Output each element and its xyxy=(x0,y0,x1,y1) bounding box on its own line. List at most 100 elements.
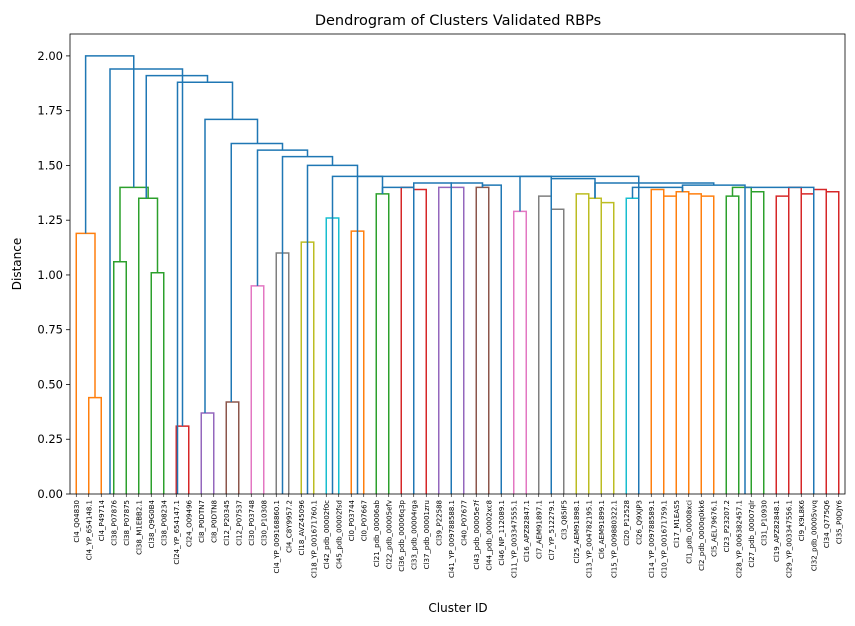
x-tick-label: Cl38_P07875 xyxy=(123,500,131,546)
x-tick-label: Cl27_pdb_00007qlr xyxy=(748,500,756,568)
dendrogram-link xyxy=(625,197,640,494)
x-tick-label: Cl21_pdb_00006ab xyxy=(373,499,381,567)
dendrogram-link xyxy=(775,195,790,494)
x-tick-label: Cl18_YP_001671760.1 xyxy=(310,500,318,578)
dendrogram-link xyxy=(200,412,215,494)
x-tick-label: Cl14_YP_009788589.1 xyxy=(648,500,656,578)
x-tick-label: Cl36_pdb_00006q3p xyxy=(398,499,406,571)
x-tick-label: Cl3_Q85IF5 xyxy=(560,500,568,540)
dendrogram-link xyxy=(381,186,415,494)
x-tick-label: Cl6_AEM91899.1 xyxy=(598,500,606,559)
x-tick-label: Cl17_M1EAS5 xyxy=(673,500,681,548)
dendrogram-link xyxy=(550,208,565,494)
dendrogram-link xyxy=(750,190,765,494)
dendrogram-link xyxy=(88,396,102,494)
dendrogram-link xyxy=(731,186,752,494)
x-tick-label: Cl23_P23207.2 xyxy=(723,500,731,552)
x-tick-label: Cl45_pdb_00002fsd xyxy=(335,500,343,569)
x-tick-label: Cl34_Q775Q6 xyxy=(823,499,831,548)
x-tick-label: Cl20_P12528 xyxy=(623,500,631,546)
dendrogram-link xyxy=(538,195,552,494)
x-tick-label: Cl25_AEM91898.1 xyxy=(573,500,581,563)
dendrogram-link xyxy=(594,182,715,199)
x-tick-label: Cl33_pdb_00004rga xyxy=(410,500,418,570)
y-tick-label: 1.25 xyxy=(37,213,63,227)
y-tick-label: 2.00 xyxy=(37,49,63,63)
x-tick-label: Cl11_YP_003347555.1 xyxy=(510,500,518,578)
x-tick-label: Cl4_C8Y9957.2 xyxy=(285,500,293,553)
dendrogram-link xyxy=(84,55,135,234)
x-tick-label: Cl7_AEM91897.1 xyxy=(535,500,543,559)
x-tick-label: Cl24_YP_654147.1 xyxy=(173,500,181,565)
x-tick-label: Cl44_pdb_00002xc8 xyxy=(485,500,493,571)
dendrogram-link xyxy=(450,186,465,494)
x-tick-label: Cl37_pdb_00001zru xyxy=(423,500,431,569)
x-tick-label: Cl12_P20345 xyxy=(223,500,231,546)
dendrogram-link xyxy=(150,272,165,494)
dendrogram-link xyxy=(356,175,640,494)
x-tick-label: Cl19_APZ82848.1 xyxy=(773,500,781,562)
dendrogram-link xyxy=(256,149,309,286)
dendrogram-link xyxy=(75,232,96,494)
dendrogram-link xyxy=(513,210,527,494)
dendrogram-link xyxy=(825,190,840,494)
x-tick-label: Cl2_pdb_0000q0kk6 xyxy=(698,499,706,570)
x-tick-label: Cl8_P0DTN7 xyxy=(198,500,206,543)
x-tick-label: Cl4_YP_009168860.1 xyxy=(273,500,281,574)
dendrogram-link xyxy=(109,68,184,494)
x-tick-label: Cl39_P22588 xyxy=(435,500,443,546)
x-tick-label: Cl16_APZ82847.1 xyxy=(523,500,531,562)
dendrogram-link xyxy=(176,81,234,494)
x-tick-label: Cl28_YP_006382457.1 xyxy=(735,500,743,578)
dendrogram-link xyxy=(600,201,615,494)
x-tick-label: Cl30_P10308 xyxy=(260,500,268,546)
x-tick-label: Cl38_P07876 xyxy=(110,499,118,545)
x-tick-label: Cl42_pdb_00002f0c xyxy=(323,500,331,569)
y-tick-label: 1.75 xyxy=(37,104,63,118)
dendrogram-link xyxy=(588,197,602,494)
y-axis: 0.00 0.25 0.50 0.75 1.00 1.25 1.50 1.75 2.00 xyxy=(37,49,70,501)
x-tick-label: Cl38_Q9G0B4 xyxy=(148,499,156,548)
dendrogram-link xyxy=(800,193,815,494)
x-tick-label: Cl30_P03748 xyxy=(248,500,256,546)
x-tick-label: Cl8_P0DTN8 xyxy=(210,500,218,543)
x-tick-label: Cl4_Q04830 xyxy=(73,500,81,543)
x-tick-label: Cl4_P49714 xyxy=(98,499,106,541)
x-tick-label: Cl5_AEL79676.1 xyxy=(710,500,718,557)
y-axis-label: Distance xyxy=(10,238,24,290)
dendrogram-link xyxy=(725,195,740,494)
dendrogram-link xyxy=(250,285,265,494)
x-tick-label: Cl43_pdb_00005e7f xyxy=(473,499,481,569)
x-tick-label: Cl18_AVZ45096 xyxy=(298,499,306,555)
x-tick-label: Cl15_YP_009880322.1 xyxy=(610,500,618,578)
dendrogram-link xyxy=(650,188,665,494)
x-tick-label: Cl24_O09496 xyxy=(185,499,193,547)
dendrogram-link xyxy=(519,175,552,494)
dendrogram-link xyxy=(813,188,827,494)
x-tick-label: Cl32_pdb_00005vvq xyxy=(810,500,818,571)
y-tick-label: 0.50 xyxy=(37,377,63,391)
dendrogram-link xyxy=(113,261,127,494)
dendrogram-links xyxy=(75,55,840,494)
x-tick-label: Cl35_P0DJY6 xyxy=(835,499,843,544)
dendrogram-link xyxy=(204,118,259,413)
x-tick-label: Cl41_YP_009788588.1 xyxy=(448,500,456,578)
x-tick-label: Cl38_P08234 xyxy=(160,499,168,545)
dendrogram-link xyxy=(230,142,284,402)
dendrogram-link xyxy=(681,184,746,192)
dendrogram-link xyxy=(138,197,159,494)
x-tick-label: Cl0_P03744 xyxy=(348,499,356,541)
x-tick-label: Cl10_YP_001671759.1 xyxy=(660,500,668,578)
x-tick-label: Cl29_YP_003347556.1 xyxy=(785,500,793,578)
x-tick-label: Cl40_P07677 xyxy=(460,500,468,546)
dendrogram-link xyxy=(400,186,415,494)
x-tick-label: Cl46_NP_112089.1 xyxy=(498,500,506,566)
x-tick-label: Cl7_YP_512279.1 xyxy=(548,500,556,560)
y-tick-label: 0.00 xyxy=(37,487,63,501)
x-tick-label: Cl38_M1EBB2.1 xyxy=(135,500,143,555)
dendrogram-link xyxy=(744,186,815,494)
dendrogram-link xyxy=(688,193,702,494)
y-tick-label: 1.00 xyxy=(37,268,63,282)
x-tick-label: Cl31_P10930 xyxy=(760,500,768,546)
